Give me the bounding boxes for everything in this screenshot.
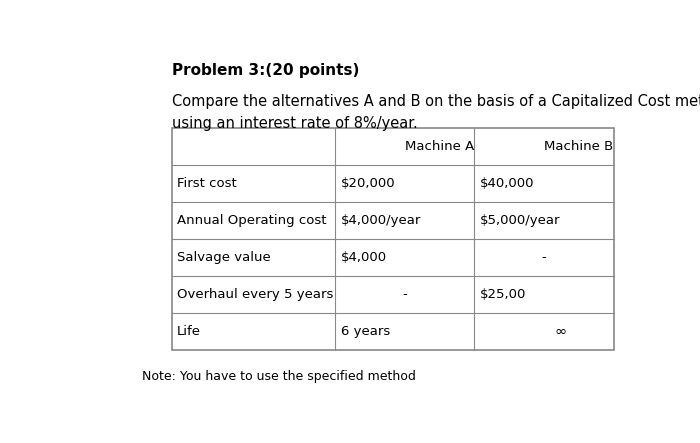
Text: Compare the alternatives A and B on the basis of a Capitalized Cost method
using: Compare the alternatives A and B on the … [172,94,700,131]
Text: Machine A: Machine A [405,140,474,153]
Text: Machine B: Machine B [544,140,613,153]
Text: $25,00: $25,00 [480,288,526,301]
Text: $40,000: $40,000 [480,177,534,190]
Text: $5,000/year: $5,000/year [480,214,561,227]
Text: Life: Life [177,325,201,338]
Text: Salvage value: Salvage value [177,251,271,264]
Text: $20,000: $20,000 [341,177,395,190]
Text: $4,000: $4,000 [341,251,386,264]
Text: ∞: ∞ [554,324,566,339]
Text: $4,000/year: $4,000/year [341,214,421,227]
Text: Annual Operating cost: Annual Operating cost [177,214,326,227]
Text: Overhaul every 5 years: Overhaul every 5 years [177,288,333,301]
Text: 6 years: 6 years [341,325,390,338]
Text: Note: You have to use the specified method: Note: You have to use the specified meth… [141,370,416,383]
Text: -: - [402,288,407,301]
Text: -: - [542,251,547,264]
Text: First cost: First cost [177,177,237,190]
Text: Problem 3:(20 points): Problem 3:(20 points) [172,63,359,78]
